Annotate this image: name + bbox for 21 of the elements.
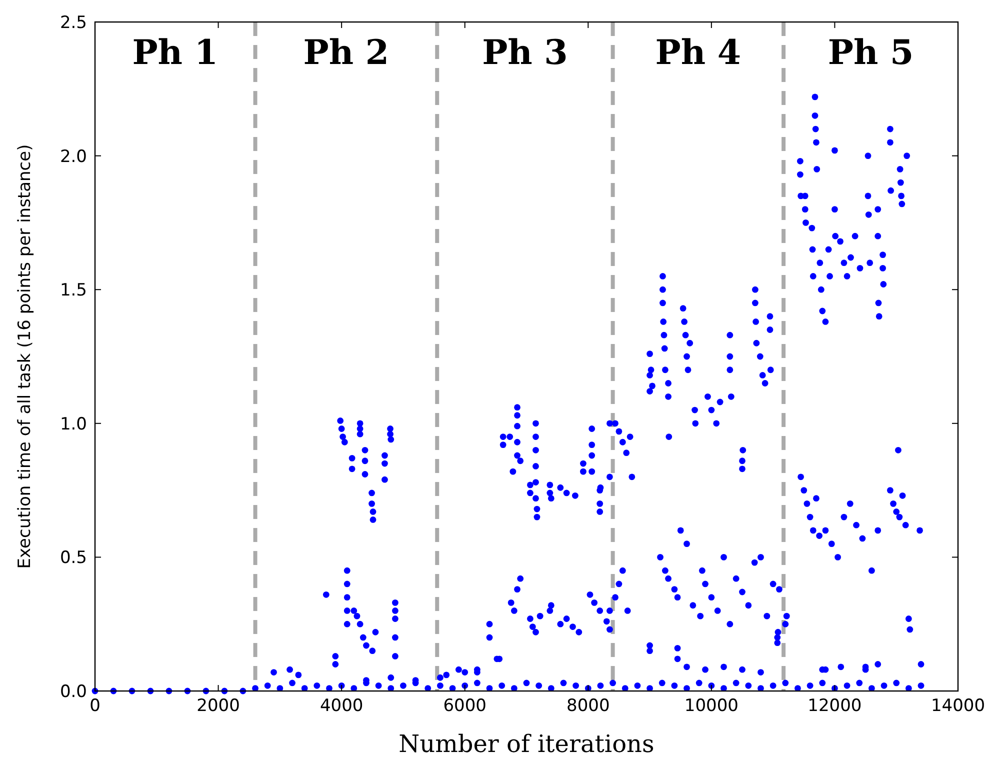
x-tick-label: 6000: [443, 696, 486, 716]
x-tick-label: 2000: [196, 696, 240, 716]
y-axis-title: Execution time of all task (16 points per instance): [15, 144, 35, 569]
x-tick-label: 14000: [930, 696, 986, 716]
annotation: Ph 4: [655, 33, 742, 73]
x-tick-label: 8000: [566, 696, 610, 716]
annotation: Ph 1: [132, 33, 218, 73]
annotation: Ph 3: [482, 33, 568, 73]
y-tick-label: 1.5: [60, 280, 87, 301]
x-tick-label: 4000: [320, 696, 364, 716]
x-tick-label: 0: [90, 696, 100, 716]
annotation: Ph 2: [303, 33, 390, 73]
y-tick-label: 0.5: [60, 548, 87, 568]
y-tick-label: 2.5: [60, 12, 87, 33]
x-tick-label: 10000: [684, 696, 738, 716]
y-tick-label: 2.0: [60, 146, 87, 167]
y-tick-label: 0.0: [60, 682, 87, 702]
annotation: Ph 5: [828, 33, 914, 73]
x-tick-label: 12000: [808, 696, 862, 716]
x-axis-title: Number of iterations: [398, 730, 654, 758]
y-tick-label: 1.0: [60, 414, 87, 434]
